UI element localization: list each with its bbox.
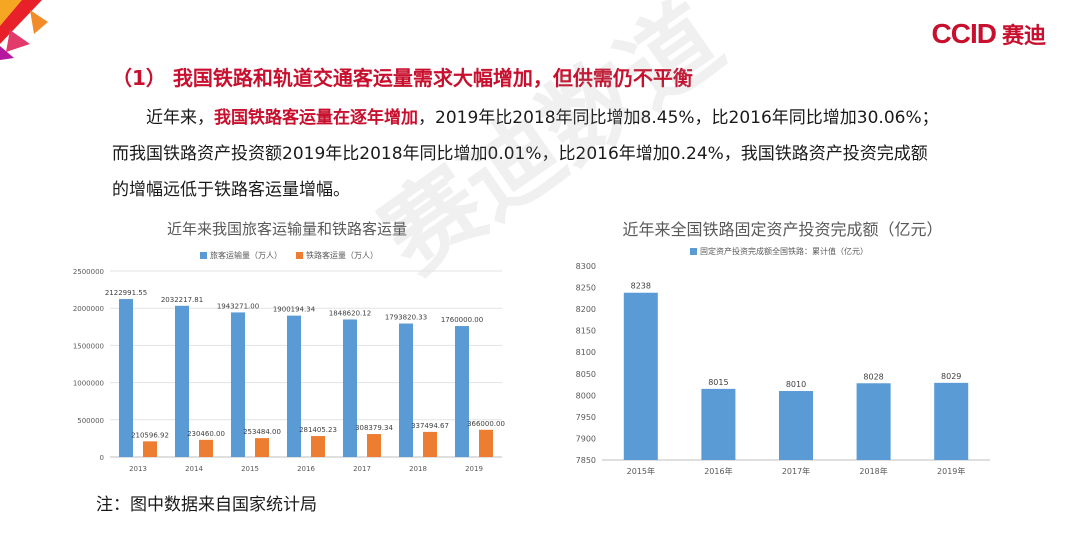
chart2-legend-label-1: 固定资产投资完成额全国铁路：累计值（亿元） (700, 247, 868, 256)
bar (856, 383, 891, 460)
y-tick-label: 7900 (576, 434, 596, 443)
passenger-volume-chart: 近年来我国旅客运输量和铁路客运量 旅客运输量（万人） 铁路客运量（万人） 250… (62, 210, 512, 480)
data-label: 2122991.55 (105, 289, 147, 297)
para-highlight: 我国铁路客运量在逐年增加 (214, 108, 418, 128)
bar (119, 299, 133, 457)
y-tick-label: 2500000 (73, 268, 104, 276)
logo-brand: CCID (931, 18, 997, 49)
x-tick-label: 2013 (129, 465, 147, 473)
legend-swatch-blue (200, 252, 207, 259)
chart2-legend: 固定资产投资完成额全国铁路：累计值（亿元） (690, 246, 868, 257)
chart1-legend: 旅客运输量（万人） 铁路客运量（万人） (200, 250, 378, 261)
x-tick-label: 2015年 (627, 466, 655, 476)
legend-swatch-blue (690, 248, 697, 255)
data-label: 1793820.33 (385, 314, 427, 322)
data-label: 8029 (941, 372, 961, 381)
bar (255, 438, 269, 457)
y-tick-label: 1500000 (73, 342, 104, 350)
bar (343, 319, 357, 457)
x-tick-label: 2017年 (782, 466, 810, 476)
y-tick-label: 8150 (576, 327, 596, 336)
data-label: 337494.67 (411, 422, 449, 430)
chart2-title: 近年来全国铁路固定资产投资完成额（亿元） (622, 220, 943, 239)
data-label: 366000.00 (467, 420, 505, 428)
x-tick-label: 2015 (241, 465, 259, 473)
y-tick-label: 8000 (576, 391, 596, 400)
chart1-legend-label-2: 铁路客运量（万人） (306, 251, 378, 260)
bar (175, 305, 189, 457)
y-tick-label: 2000000 (73, 305, 104, 313)
y-tick-label: 8200 (576, 305, 596, 314)
chart1-legend-item-2: 铁路客运量（万人） (296, 250, 378, 261)
x-tick-label: 2019年 (937, 466, 965, 476)
data-label: 281405.23 (299, 426, 337, 434)
x-tick-label: 2016 (297, 465, 315, 473)
bar (779, 391, 813, 460)
chart1-legend-label-1: 旅客运输量（万人） (210, 251, 282, 260)
bar (231, 312, 245, 457)
x-tick-label: 2018年 (859, 466, 887, 476)
chart1-legend-item-1: 旅客运输量（万人） (200, 250, 282, 261)
data-label: 1848620.12 (329, 309, 371, 317)
x-tick-label: 2018 (409, 465, 427, 473)
logo-brand-cn: 赛迪 (1001, 24, 1046, 49)
bar (623, 292, 658, 460)
data-label: 1760000.00 (441, 316, 483, 324)
bar (399, 323, 413, 457)
x-tick-label: 2014 (185, 465, 203, 473)
data-label: 2032217.81 (161, 296, 203, 304)
section-heading: （1） 我国铁路和轨道交通客运量需求大幅增加，但供需仍不平衡 (112, 66, 693, 90)
body-paragraph: 近年来，我国铁路客运量在逐年增加，2019年比2018年同比增加8.45%，比2… (112, 100, 942, 208)
source-note: 注：图中数据来自国家统计局 (96, 495, 317, 515)
chart1-plot: 2500000 2000000 1500000 1000000 500000 0 2013 2… (73, 268, 505, 473)
x-tick-label: 2017 (353, 465, 371, 473)
ccid-logo: CCID 赛迪 (932, 18, 1046, 50)
railway-investment-chart: 近年来全国铁路固定资产投资完成额（亿元） 固定资产投资完成额全国铁路：累计值（亿… (560, 210, 1005, 485)
bar (934, 382, 969, 460)
chart2-plot: 8300 8250 8200 8150 8100 8050 8000 7950 7900 7850… (576, 262, 990, 476)
y-tick-label: 1000000 (73, 380, 104, 388)
bar (423, 431, 437, 457)
bar (199, 439, 213, 457)
x-tick-label: 2019 (465, 465, 483, 473)
legend-swatch-orange (296, 252, 303, 259)
y-tick-label: 7950 (576, 413, 596, 422)
y-tick-label: 8050 (576, 370, 596, 379)
para-part1: 近年来， (146, 108, 214, 128)
y-tick-label: 8250 (576, 284, 596, 293)
y-tick-label: 8100 (576, 348, 596, 357)
bar (701, 388, 736, 460)
para-part2: ，2019年比2018年同比增加8.45%，比2016年同比增加30.06%；而… (112, 108, 939, 200)
data-label: 1943271.00 (217, 302, 259, 310)
x-tick-label: 2016年 (704, 466, 732, 476)
data-label: 230460.00 (187, 430, 225, 438)
bar (287, 315, 301, 457)
chart1-title: 近年来我国旅客运输量和铁路客运量 (166, 220, 407, 238)
data-label: 253484.00 (243, 428, 281, 436)
y-tick-label: 500000 (77, 417, 104, 425)
chart2-legend-item-1: 固定资产投资完成额全国铁路：累计值（亿元） (690, 246, 868, 257)
y-tick-label: 7850 (576, 456, 596, 465)
data-label: 210596.92 (131, 431, 169, 439)
y-tick-label: 0 (100, 454, 104, 462)
corner-decoration (0, 0, 48, 60)
data-label: 308379.34 (355, 424, 393, 432)
bar (143, 441, 157, 457)
bar (367, 434, 381, 457)
data-label: 1900194.34 (273, 306, 316, 314)
bar (455, 326, 469, 457)
data-label: 8015 (708, 378, 728, 387)
bar (479, 429, 493, 457)
bar (311, 436, 325, 457)
data-label: 8028 (863, 372, 883, 381)
data-label: 8010 (786, 380, 806, 389)
y-tick-label: 8300 (576, 262, 596, 271)
data-label: 8238 (631, 282, 651, 291)
